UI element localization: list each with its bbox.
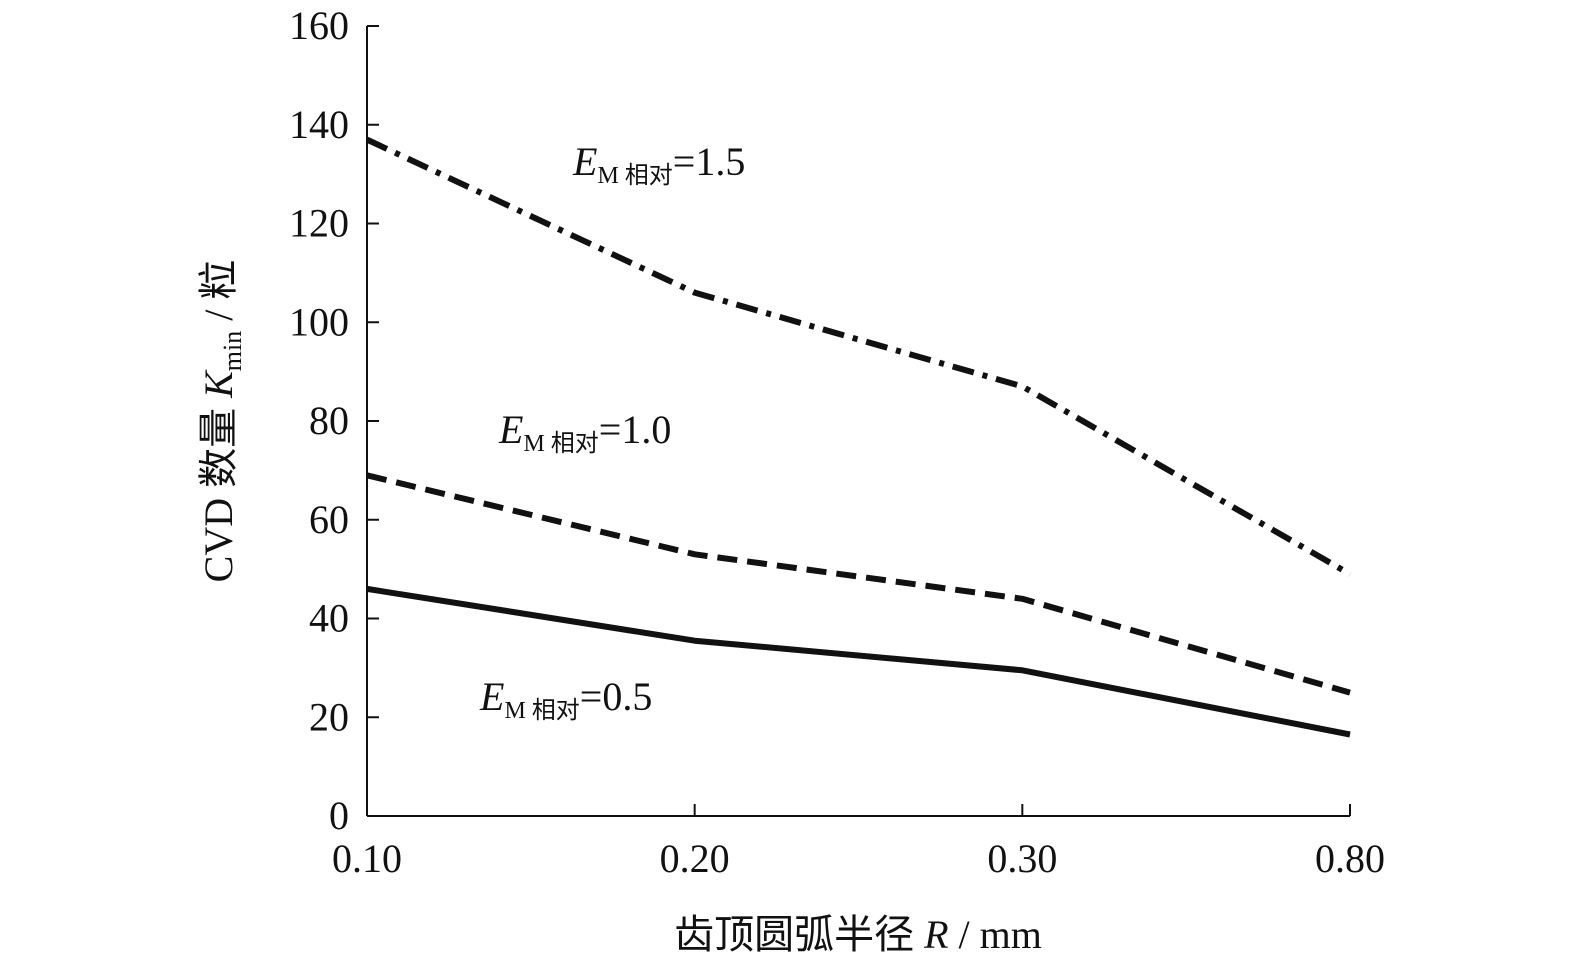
- x-tick-label: 0.30: [987, 836, 1057, 881]
- x-axis-title: 齿顶圆弧半径 R / mm: [674, 912, 1042, 957]
- y-tick-label: 40: [309, 596, 349, 641]
- y-tick-label: 60: [309, 497, 349, 542]
- y-axis-title: CVD 数量 Kmin / 粒: [196, 260, 247, 583]
- y-tick-label: 20: [309, 694, 349, 739]
- series-labels: EM 相对=1.5 EM 相对=1.0 EM 相对=0.5: [479, 139, 745, 724]
- x-ticks: 0.10 0.20 0.30 0.80: [332, 804, 1385, 881]
- series-line-0: [365, 136, 1352, 577]
- series-label-1: EM 相对=1.0: [498, 407, 671, 457]
- y-tick-label: 100: [289, 299, 349, 344]
- series-line-2: [366, 585, 1351, 738]
- y-tick-label: 140: [289, 102, 349, 147]
- series-label-0: EM 相对=1.5: [572, 139, 745, 189]
- x-tick-label: 0.80: [1315, 836, 1385, 881]
- y-tick-label: 80: [309, 398, 349, 443]
- x-tick-label: 0.10: [332, 836, 402, 881]
- y-tick-label: 160: [289, 3, 349, 48]
- y-ticks: 0 20 40 60 80 100 120 140 160: [289, 3, 379, 838]
- series-label-2: EM 相对=0.5: [479, 674, 652, 724]
- series-group: [365, 136, 1352, 738]
- y-tick-label: 120: [289, 201, 349, 246]
- x-tick-label: 0.20: [660, 836, 730, 881]
- series-line-1: [366, 472, 1351, 696]
- y-tick-label: 0: [329, 793, 349, 838]
